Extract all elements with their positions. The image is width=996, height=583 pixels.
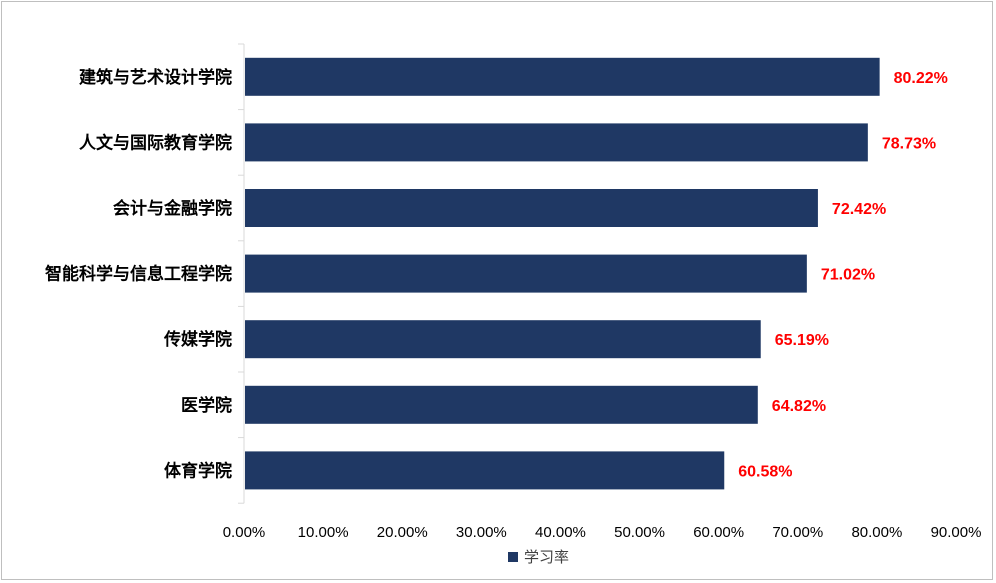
bar [245,189,818,227]
value-label: 72.42% [832,201,886,218]
bar [245,57,880,96]
bar [245,385,758,424]
x-tick-label: 20.00% [377,524,428,541]
bars [245,57,880,490]
category-label: 医学院 [181,395,232,416]
x-tick-label: 30.00% [456,524,507,541]
category-label: 会计与金融学院 [113,198,232,219]
y-axis [238,43,245,504]
bar [245,451,725,490]
bar [245,254,807,293]
category-label: 智能科学与信息工程学院 [45,264,232,285]
x-tick-label: 50.00% [614,524,665,541]
x-tick-label: 60.00% [693,524,744,541]
bar [245,123,868,162]
value-label: 80.22% [894,70,948,87]
legend: 学习率 [508,548,569,566]
x-tick-labels: 0.00% 10.00% 20.00% 30.00% 40.00% 50.00% 60.00… [223,524,982,541]
value-label: 71.02% [821,267,875,284]
value-labels: 80.22% 78.73% 72.42% 71.02% 65.19% 64.82% 60.5… [738,70,948,481]
bar [245,320,761,359]
category-label: 建筑与艺术设计学院 [79,67,232,88]
x-tick-label: 90.00% [931,524,982,541]
x-tick-label: 10.00% [298,524,349,541]
value-label: 64.82% [772,398,826,415]
value-label: 78.73% [882,135,936,152]
category-label: 传媒学院 [163,329,232,350]
legend-swatch [508,552,518,562]
value-label: 60.58% [738,463,792,480]
category-label: 人文与国际教育学院 [79,132,232,153]
x-tick-label: 0.00% [223,524,266,541]
x-tick-label: 70.00% [772,524,823,541]
x-tick-label: 80.00% [851,524,902,541]
legend-label: 学习率 [524,548,569,566]
category-label: 体育学院 [164,460,232,481]
category-labels: 建筑与艺术设计学院人文与国际教育学院会计与金融学院智能科学与信息工程学院传媒学院… [45,67,232,482]
x-tick-label: 40.00% [535,524,586,541]
value-label: 65.19% [775,332,829,349]
